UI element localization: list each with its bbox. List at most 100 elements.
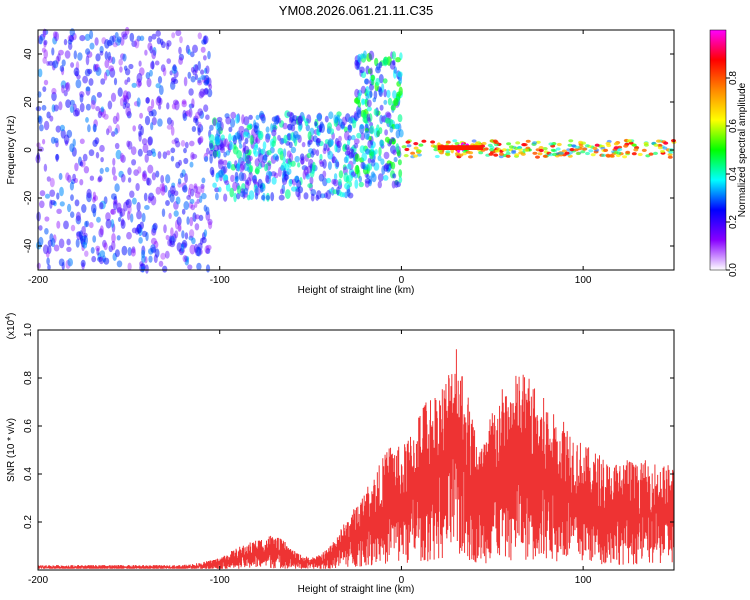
spectrogram-cell [338,170,344,179]
spectrogram-cell [338,178,342,186]
spectrogram-cell [249,134,254,145]
spectrogram-cell [65,172,70,181]
spectrogram-cell [194,191,201,199]
spectrogram-cell [255,114,260,120]
spectrogram-cell [199,88,206,97]
spectrogram-cell [333,114,338,124]
spectrogram-cell [243,131,249,138]
spectrogram-cell [277,147,284,155]
spectrogram-cell [73,50,78,60]
snr-x-tick-label: 100 [575,575,592,586]
spectrogram-cell [410,151,416,155]
spectrogram-cell [111,56,116,65]
spectrogram-cell [182,109,187,119]
spectrogram-cell [240,130,245,141]
spectrogram-cell [44,216,50,222]
spectrogram-cell [366,99,372,108]
spectrogram-cell [377,180,382,189]
spectrogram-cell [110,208,117,215]
spectrogram-cell [151,60,155,70]
spectrogram-cell [224,138,229,148]
spectrogram-cell [585,151,590,156]
spectrogram-cell [77,52,83,61]
spectrogram-cell [118,58,123,66]
spectrogram-cell [343,126,348,133]
spectrogram-cell [122,94,127,103]
spectrogram-cell [601,153,607,157]
spectrogram-cell [304,166,309,176]
spectrogram-cell [97,176,102,183]
spectrogram-cell [384,129,388,136]
spectrogram-x-axis-label: Height of straight line (km) [298,285,415,296]
svg-text:(x104): (x104) [5,313,17,340]
spectrogram-cell [39,124,44,132]
spectrogram-cell [260,194,266,201]
spectrogram-cell [189,244,196,255]
spectrogram-cell [252,174,258,184]
spectrogram-cell [353,143,359,149]
spectrogram-cell [215,192,219,201]
spectrogram-cell [220,146,225,154]
spectrogram-cell [44,228,49,235]
spectrogram-cell [262,154,268,161]
spectrogram-cell [357,92,361,101]
spectrogram-cell [175,161,181,169]
spectrogram-cell [271,176,277,185]
spectrogram-cell [209,154,213,164]
spectrogram-cell [373,90,378,100]
spectrogram-cell [537,152,543,156]
spectrogram-cell [131,82,137,88]
spectrogram-cell [356,132,362,139]
spectrogram-cell [301,165,308,171]
spectrogram-cell [178,57,184,65]
spectrogram-cell [391,161,396,170]
spectrogram-cell [521,143,527,147]
spectrogram-cell [631,143,637,147]
spectrogram-cell [229,141,234,150]
spectrogram-cell [152,222,158,231]
spectrogram-cell [192,44,198,53]
spectrogram-cell [299,153,305,161]
snr-scale-base: (x10 [6,319,17,339]
spectrogram-cell [319,153,323,161]
spectrogram-cell [525,139,531,143]
spectrogram-cell [41,104,47,111]
spectrogram-cell [392,149,397,156]
spectrogram-cell [246,177,252,186]
spectrogram-cell [327,150,334,160]
spectrogram-cell [327,161,332,171]
spectrogram-cell [388,139,393,146]
spectrogram-cell [64,50,71,59]
spectrogram-cell [194,223,200,231]
spectrogram-cell [535,140,541,144]
spectrogram-cell [155,170,160,178]
spectrogram-cell [189,216,194,227]
spectrogram-cell [95,151,100,159]
spectrogram-cell [293,130,299,139]
spectrogram-cell [235,114,240,124]
spectrogram-cell [663,141,669,145]
spectrogram-cell [192,69,197,76]
spectrogram-cell [371,79,375,86]
spectrogram-marks [35,26,677,274]
spectrogram-cell [452,139,458,143]
spectrogram-cell [244,137,249,145]
spectrogram-cell [120,219,126,229]
spectrogram-cell [130,248,136,257]
spectrogram-cell [189,161,194,168]
spectrogram-x-tick-label: 0 [399,275,405,286]
spectrogram-cell [42,138,46,145]
spectrogram-cell [278,194,285,201]
spectrogram-cell [103,242,108,251]
spectrogram-cell [286,111,293,117]
spectrogram-cell [356,105,362,115]
spectrogram-cell [202,88,209,96]
spectrogram-cell [249,165,254,173]
spectrogram-cell [156,95,162,104]
spectrogram-cell [50,199,56,206]
spectrogram-cell [514,153,520,157]
spectrogram-cell [56,220,61,229]
spectrogram-cell [100,157,104,163]
spectrogram-cell [197,79,203,86]
spectrogram-cell [194,64,199,74]
